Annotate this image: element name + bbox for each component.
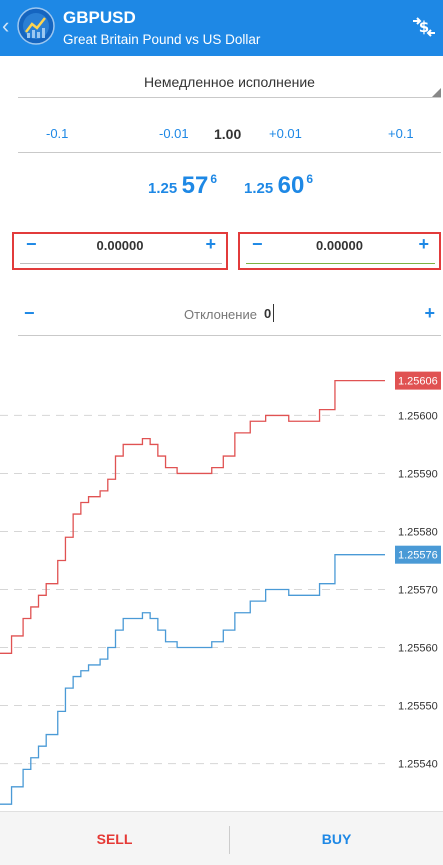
ask-price-badge-label: 1.25606	[398, 376, 438, 388]
bottom-action-bar: SELL BUY	[0, 811, 443, 865]
take-profit-minus-button[interactable]: −	[252, 234, 263, 254]
y-tick-label: 1.25590	[398, 468, 438, 480]
dollar-exchange-icon[interactable]: $	[409, 12, 439, 42]
volume-row: -0.1 -0.01 1.00 +0.01 +0.1	[18, 118, 441, 153]
buy-price: 1.25 60 6	[244, 172, 313, 200]
take-profit-field[interactable]: − 0.00000 +	[238, 232, 441, 270]
sell-price-sup: 6	[210, 171, 218, 186]
stop-loss-field[interactable]: − 0.00000 +	[12, 232, 228, 270]
deviation-plus-button[interactable]: +	[424, 303, 435, 323]
symbol-title: GBPUSD	[63, 8, 136, 27]
take-profit-plus-button[interactable]: +	[418, 234, 429, 254]
bid-price-line	[0, 554, 385, 805]
volume-minus-0-01-button[interactable]: -0.01	[159, 126, 189, 141]
app-logo-icon	[17, 7, 55, 45]
y-tick-label: 1.25600	[398, 410, 438, 422]
ask-price-line	[0, 379, 385, 654]
y-tick-label: 1.25580	[398, 526, 438, 538]
symbol-description: Great Britain Pound vs US Dollar	[63, 32, 261, 47]
y-tick-label: 1.25550	[398, 701, 438, 713]
take-profit-underline	[246, 263, 435, 264]
stop-loss-minus-button[interactable]: −	[26, 234, 37, 254]
deviation-row: − Отклонение 0 +	[18, 300, 441, 336]
buy-price-sup: 6	[306, 171, 314, 186]
bid-price-badge-label: 1.25576	[398, 550, 438, 562]
stop-loss-plus-button[interactable]: +	[205, 234, 216, 254]
buy-button[interactable]: BUY	[321, 831, 352, 847]
buy-price-big: 60	[277, 172, 305, 199]
buy-price-prefix: 1.25	[244, 180, 274, 197]
execution-mode-label: Немедленное исполнение	[144, 74, 315, 90]
y-tick-label: 1.25540	[398, 759, 438, 771]
tick-chart: 1.25600 1.25590 1.25580 1.25570 1.25560 1.255…	[0, 371, 441, 805]
svg-text:$: $	[419, 18, 429, 36]
sell-price-prefix: 1.25	[148, 180, 178, 197]
volume-value[interactable]: 1.00	[214, 126, 242, 142]
deviation-minus-button[interactable]: −	[24, 303, 35, 323]
volume-plus-0-01-button[interactable]: +0.01	[269, 126, 302, 141]
text-caret	[273, 304, 274, 322]
ask-price-badge	[395, 371, 441, 390]
dropdown-corner-icon	[432, 88, 441, 97]
y-tick-label: 1.25560	[398, 643, 438, 655]
deviation-label: Отклонение	[184, 307, 257, 322]
volume-plus-0-1-button[interactable]: +0.1	[388, 126, 414, 141]
volume-minus-0-1-button[interactable]: -0.1	[46, 126, 69, 141]
back-arrow-icon[interactable]: ‹	[2, 13, 10, 38]
bid-price-badge	[395, 545, 441, 564]
sell-price-big: 57	[181, 172, 209, 199]
take-profit-value[interactable]: 0.00000	[316, 238, 363, 253]
y-tick-label: 1.25570	[398, 585, 438, 597]
app-header: ‹ GBPUSD Great Britain Pound vs US Dolla…	[0, 0, 443, 56]
sell-button[interactable]: SELL	[96, 831, 133, 847]
stop-loss-underline	[20, 263, 222, 264]
deviation-input[interactable]: 0	[264, 306, 272, 321]
action-separator	[229, 826, 230, 854]
stop-loss-value[interactable]: 0.00000	[96, 238, 144, 253]
execution-mode-select[interactable]: Немедленное исполнение	[18, 62, 441, 98]
sell-price: 1.25 57 6	[148, 172, 217, 200]
